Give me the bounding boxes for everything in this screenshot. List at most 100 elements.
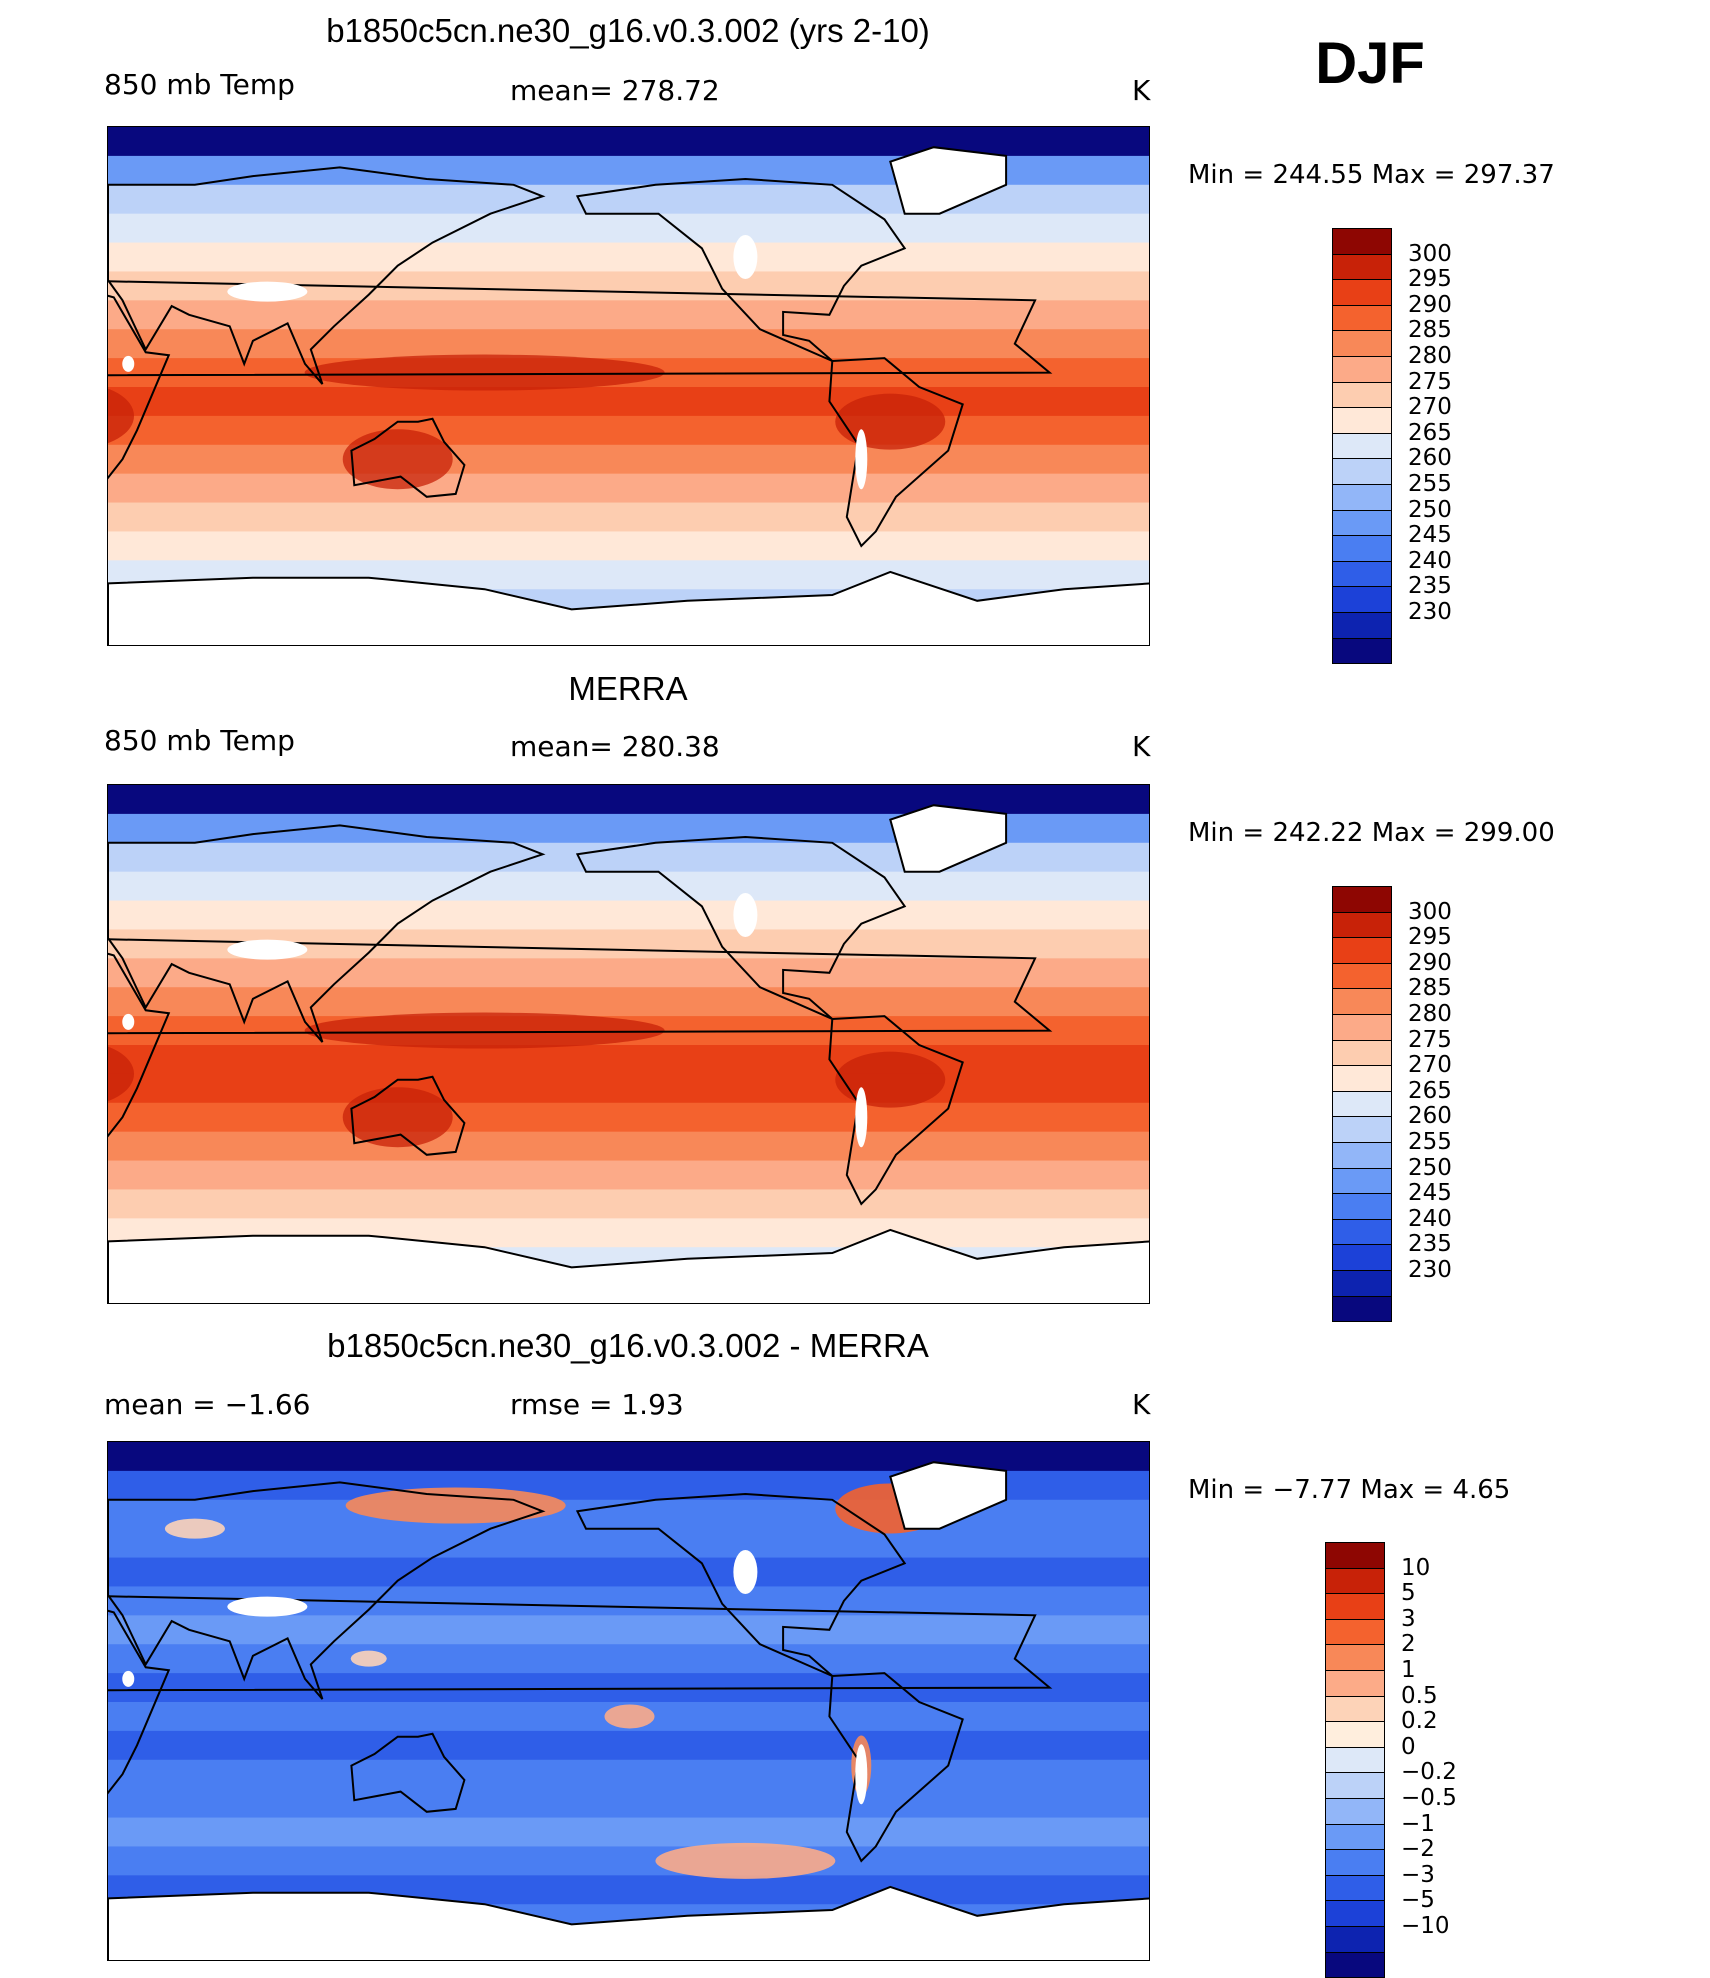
legend-tick-label: 285 xyxy=(1408,317,1452,344)
legend-tick-label: 235 xyxy=(1408,1231,1452,1258)
legend-tick-label: 10 xyxy=(1401,1554,1431,1581)
legend-tick-label: 300 xyxy=(1408,898,1452,925)
map-anomaly xyxy=(345,1487,566,1524)
map-band xyxy=(108,1846,1149,1876)
legend-tick-label: 235 xyxy=(1408,573,1452,600)
legend-swatch xyxy=(1332,962,1392,990)
legend-swatch xyxy=(1332,484,1392,511)
legend-tick-label: 0.2 xyxy=(1401,1708,1438,1735)
legend-tick-label: 270 xyxy=(1408,394,1452,421)
map-warm-core xyxy=(108,388,135,444)
map-svg-model xyxy=(108,127,1149,645)
map-obs xyxy=(107,784,1150,1304)
coastline-samerica xyxy=(828,1015,964,1206)
legend-swatch xyxy=(1332,937,1392,964)
terrain-mask xyxy=(227,281,308,302)
legend-swatch xyxy=(1332,304,1392,332)
legend-swatch xyxy=(1332,1116,1392,1143)
legend-swatch xyxy=(1332,1039,1392,1067)
terrain-mask xyxy=(733,893,758,937)
map-band xyxy=(108,502,1149,532)
legend-tick-label: 265 xyxy=(1408,1077,1452,1104)
legend-swatch xyxy=(1332,458,1392,485)
legend-swatch xyxy=(1325,1849,1385,1876)
legend-swatch xyxy=(1325,1593,1385,1620)
legend-tick-label: 250 xyxy=(1408,1154,1452,1181)
map-model xyxy=(107,126,1150,646)
legend-tick-label: 260 xyxy=(1408,445,1452,472)
coastline-australia xyxy=(350,417,466,498)
legend-tick-label: 290 xyxy=(1408,291,1452,318)
map-band xyxy=(108,1788,1149,1819)
legend-tick-label: −10 xyxy=(1401,1913,1450,1939)
terrain-mask xyxy=(855,1744,868,1805)
coastline-samerica xyxy=(828,1672,964,1863)
legend-swatch xyxy=(1325,1951,1385,1978)
units-label-obs: K xyxy=(1132,730,1151,763)
map-band xyxy=(108,1557,1149,1587)
coastline-greenland xyxy=(889,804,1008,873)
legend-tick-label: 270 xyxy=(1408,1052,1452,1079)
legend-swatch xyxy=(1332,1270,1392,1297)
legend-swatch xyxy=(1332,1142,1392,1169)
map-band xyxy=(108,1759,1149,1790)
map-anomaly xyxy=(655,1842,836,1879)
legend-swatch xyxy=(1332,1218,1392,1246)
map-band xyxy=(108,871,1149,902)
legend-tick-label: 230 xyxy=(1408,599,1452,625)
legend-tick-label: 275 xyxy=(1408,1026,1452,1053)
map-warm-core xyxy=(342,429,453,490)
map-diff xyxy=(107,1441,1150,1961)
legend-tick-label: 260 xyxy=(1408,1103,1452,1130)
legend-tick-label: −5 xyxy=(1401,1887,1435,1914)
map-warm-core xyxy=(342,1087,453,1148)
terrain-mask xyxy=(733,235,758,279)
legend-swatch xyxy=(1325,1823,1385,1851)
map-band xyxy=(108,1615,1149,1645)
legend-swatch xyxy=(1325,1670,1385,1697)
map-band xyxy=(108,958,1149,988)
coastline-australia xyxy=(350,1075,466,1156)
map-band xyxy=(108,1442,1149,1472)
map-band xyxy=(108,300,1149,330)
terrain-mask xyxy=(227,939,308,960)
map-band xyxy=(108,1073,1149,1104)
variable-label-model: 850 mb Temp xyxy=(104,68,295,101)
terrain-mask xyxy=(855,429,868,490)
legend-tick-label: 280 xyxy=(1408,343,1452,369)
map-svg-diff xyxy=(108,1442,1149,1960)
legend-swatch xyxy=(1332,1193,1392,1220)
legend-swatch xyxy=(1325,1567,1385,1595)
legend-swatch xyxy=(1325,1746,1385,1774)
legend-tick-label: −0.5 xyxy=(1401,1785,1457,1811)
map-band xyxy=(108,387,1149,417)
legend-swatch xyxy=(1332,1090,1392,1118)
map-svg-obs xyxy=(108,785,1149,1303)
legend-swatch xyxy=(1332,407,1392,434)
legend-swatch xyxy=(1332,560,1392,588)
legend-swatch xyxy=(1332,228,1392,255)
map-band xyxy=(108,900,1149,930)
legend-tick-label: 240 xyxy=(1408,547,1452,574)
terrain-mask xyxy=(855,1087,868,1148)
legend-tick-label: 245 xyxy=(1408,522,1452,549)
min-max-model: Min = 244.55 Max = 297.37 xyxy=(1188,160,1555,190)
terrain-mask xyxy=(733,1550,758,1594)
legend-swatch xyxy=(1325,1874,1385,1902)
legend-swatch xyxy=(1332,509,1392,537)
legend-swatch xyxy=(1332,253,1392,281)
coastline-eurasia xyxy=(108,166,546,385)
coastline-samerica xyxy=(828,357,964,548)
map-band xyxy=(108,1131,1149,1162)
legend-tick-label: −1 xyxy=(1401,1810,1435,1837)
legend-swatch xyxy=(1325,1772,1385,1799)
panel-title-obs: MERRA xyxy=(568,670,688,707)
legend-swatch xyxy=(1332,1065,1392,1092)
map-band xyxy=(108,444,1149,475)
panel-title-diff: b1850c5cn.ne30_g16.v0.3.002 - MERRA xyxy=(327,1327,929,1364)
coastline-namerica xyxy=(575,177,907,362)
map-band xyxy=(108,242,1149,272)
legend-swatch xyxy=(1325,1618,1385,1646)
legend-swatch xyxy=(1332,586,1392,613)
season-label: DJF xyxy=(1315,31,1425,96)
